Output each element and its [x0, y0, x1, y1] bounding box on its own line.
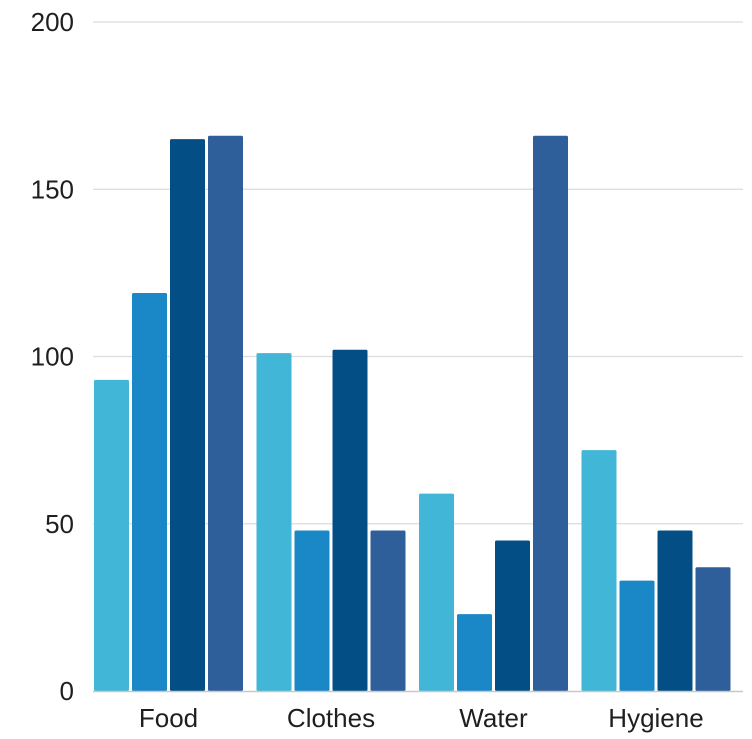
x-tick-labels: Food Clothes Water Hygiene [139, 703, 704, 733]
y-tick-labels: 0 50 100 150 200 [31, 7, 74, 706]
bar-hygiene-series-2 [619, 580, 655, 691]
bar-food-series-1 [94, 379, 129, 691]
bar-food-series-4 [208, 135, 243, 692]
y-tick-label: 0 [60, 676, 74, 706]
x-tick-label: Water [459, 703, 528, 733]
bar-hygiene-series-4 [695, 567, 731, 691]
bar-clothes-series-3 [332, 349, 368, 691]
y-tick-label: 150 [31, 174, 74, 204]
bar-clothes-series-4 [370, 530, 406, 691]
bar-clothes-series-2 [294, 530, 330, 691]
bar-hygiene-series-1 [581, 450, 617, 691]
bar-food-series-3 [170, 139, 205, 691]
bar-food-series-2 [132, 292, 167, 691]
bar-water-series-1 [419, 493, 454, 691]
bar-water-series-2 [457, 614, 492, 691]
bar-clothes-series-1 [256, 353, 292, 691]
y-tick-label: 100 [31, 342, 74, 372]
bar-water-series-4 [533, 135, 568, 692]
x-tick-label: Clothes [287, 703, 375, 733]
bar-hygiene-series-3 [657, 530, 693, 691]
bar-water-series-3 [495, 540, 530, 691]
x-tick-label: Food [139, 703, 198, 733]
x-tick-label: Hygiene [608, 703, 703, 733]
y-tick-label: 50 [45, 509, 74, 539]
bars [94, 135, 731, 692]
y-tick-label: 200 [31, 7, 74, 37]
